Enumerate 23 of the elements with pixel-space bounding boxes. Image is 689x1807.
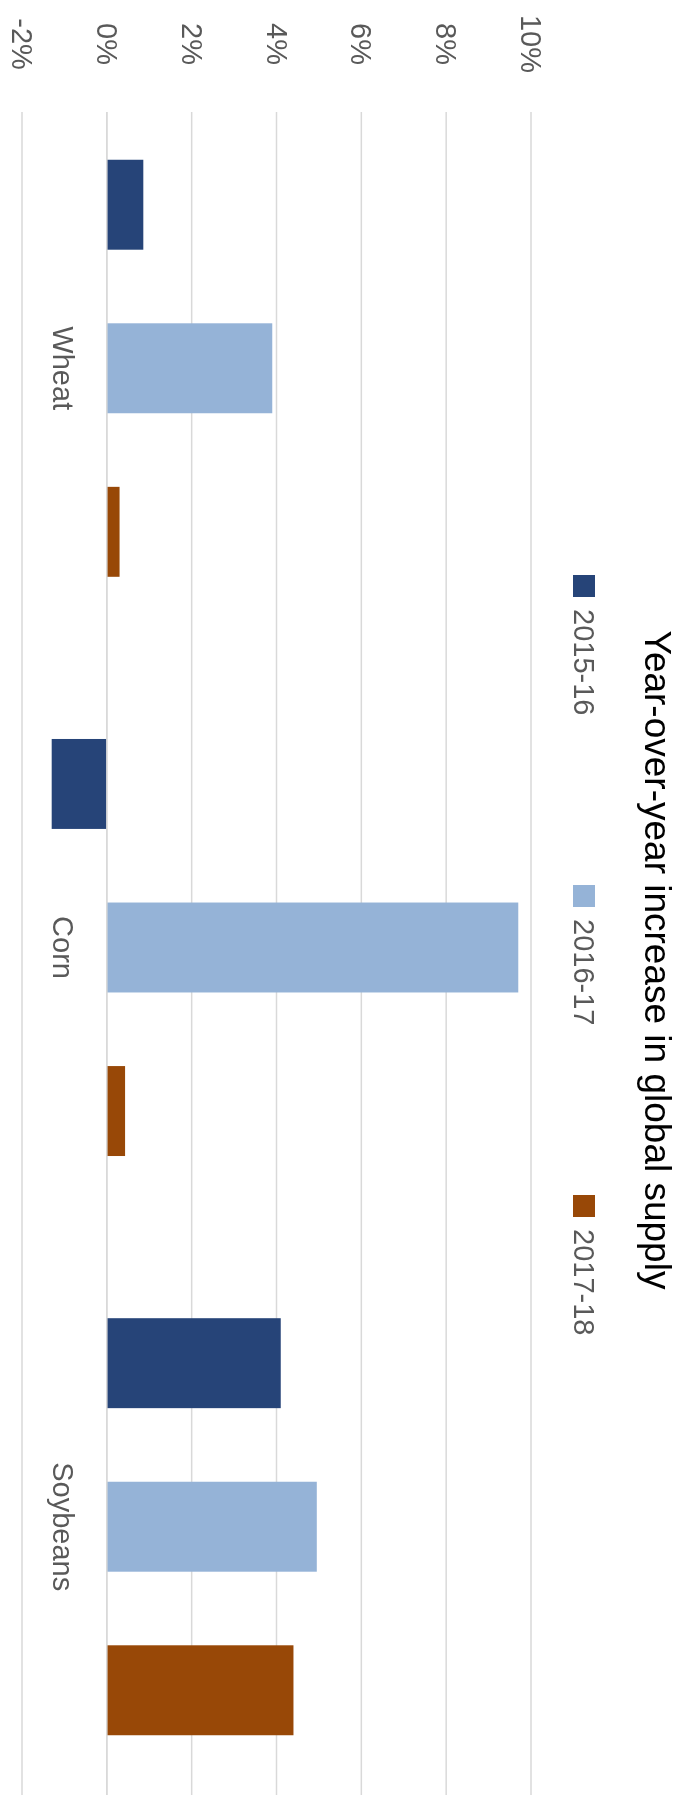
- x-tick-label: 0%: [90, 23, 123, 65]
- bar: [106, 902, 519, 993]
- x-tick-label: 4%: [260, 23, 293, 65]
- legend-label: 2016-17: [568, 919, 600, 1026]
- x-tick-label: 10%: [515, 14, 547, 74]
- bar: [106, 1481, 317, 1572]
- x-tick-label: 2%: [175, 23, 208, 65]
- x-tick-label: 6%: [345, 23, 378, 65]
- legend-label: 2017-18: [568, 1229, 600, 1336]
- y-tick-label: Soybeans: [47, 1462, 79, 1592]
- bar: [106, 1066, 126, 1157]
- bar: [106, 1318, 281, 1409]
- bar: [106, 486, 120, 577]
- y-tick-label: Corn: [47, 916, 79, 979]
- y-tick-label: Wheat: [47, 326, 79, 411]
- x-tick-label: 8%: [430, 23, 463, 65]
- legend-label: 2015-16: [568, 609, 600, 716]
- bar: [106, 323, 273, 414]
- bar: [51, 738, 107, 829]
- bar: [106, 159, 144, 250]
- bar: [106, 1645, 294, 1736]
- x-tick-label: -2%: [6, 18, 38, 70]
- text: Year-over-year increase in global supply: [636, 630, 678, 1290]
